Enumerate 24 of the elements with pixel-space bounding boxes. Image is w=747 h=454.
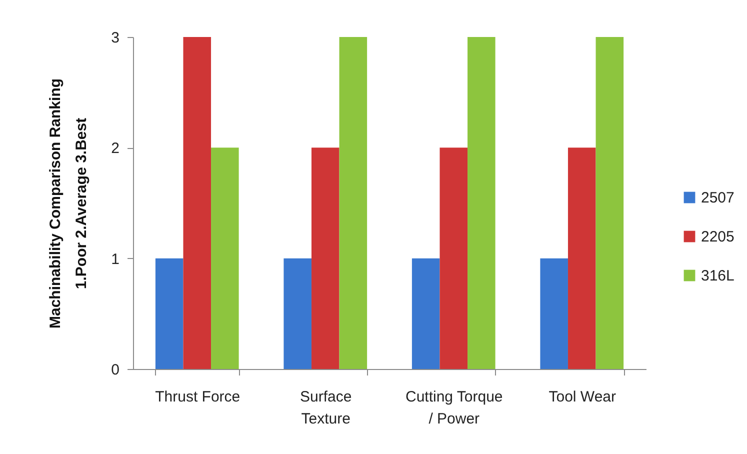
bar <box>568 148 596 369</box>
y-tick-label: 3 <box>111 30 120 46</box>
x-tick-label: Tool Wear <box>548 388 616 406</box>
y-tick-label: 2 <box>111 140 120 158</box>
bar <box>596 37 624 369</box>
x-tick-label: Thrust Force <box>155 388 240 406</box>
y-axis-title: Machinability Comparison Ranking 1.Poor 2.Average 3.Best <box>47 78 90 329</box>
y-tick-label: 0 <box>111 362 120 378</box>
bar <box>183 37 212 369</box>
bar <box>412 258 440 369</box>
bar <box>440 148 468 369</box>
bar <box>311 148 340 369</box>
bar <box>284 258 312 369</box>
legend-label: 2507 <box>701 190 734 206</box>
legend-label: 2205 <box>701 228 734 246</box>
bar <box>339 37 368 369</box>
bar <box>468 37 496 369</box>
bar <box>540 258 568 369</box>
x-tick-label: Cutting Torque / Power <box>405 388 503 428</box>
bar <box>211 148 239 369</box>
x-tick-label: Surface Texture <box>300 388 352 428</box>
y-tick-label: 1 <box>111 250 120 268</box>
bar <box>155 258 184 369</box>
legend-label: 316L <box>701 268 734 284</box>
